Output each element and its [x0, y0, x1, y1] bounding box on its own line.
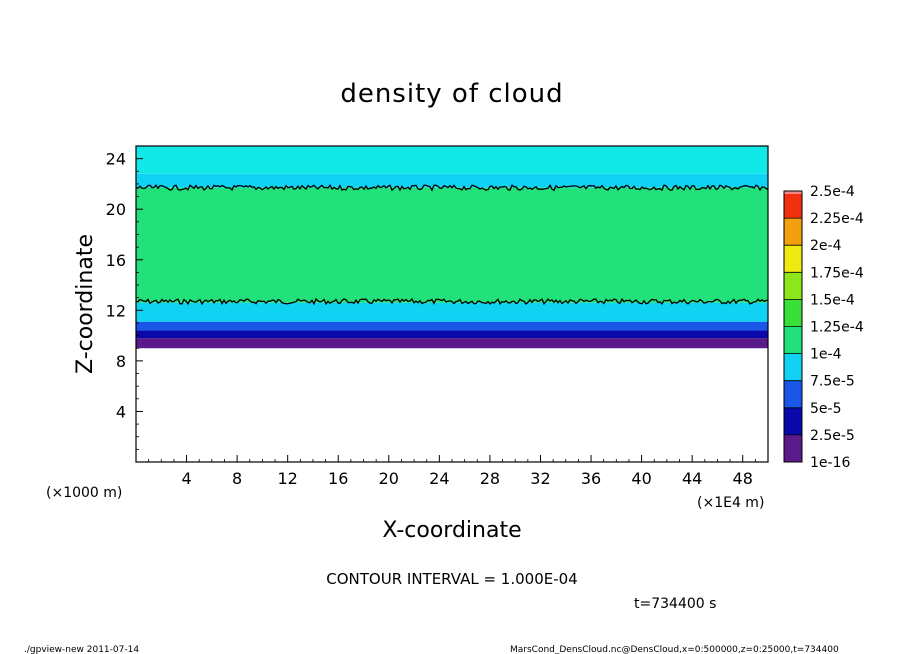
colorbar-swatch: [784, 407, 802, 435]
x-tick-label: 36: [581, 469, 601, 488]
contour-line-0: [135, 297, 769, 306]
colorbar-label: 2.5e-4: [810, 184, 855, 200]
x-tick-label: 16: [328, 469, 348, 488]
y-tick-label: 20: [106, 200, 126, 219]
time-label: t=734400 s: [634, 596, 716, 612]
chart-title: density of cloud: [340, 79, 563, 109]
colorbar-label: 1.5e-4: [810, 292, 855, 308]
colorbar-label: 5e-5: [810, 401, 841, 417]
density-layer-6: [136, 146, 768, 174]
x-tick-label: 48: [733, 469, 753, 488]
y-tick-label: 12: [106, 301, 126, 320]
colorbar-labels: 1e-16 2.5e-5 5e-5 7.5e-5 1e-4 1.25e-4 1.5e-4 1.…: [810, 184, 864, 471]
x-tick-label: 44: [682, 469, 702, 488]
y-axis-label: Z-coordinate: [73, 234, 98, 374]
x-tick-label: 8: [232, 469, 242, 488]
x-tick-label: 4: [181, 469, 191, 488]
density-layer-3: [136, 302, 768, 322]
footer-left: ./gpview-new 2011-07-14: [24, 645, 139, 654]
y-axis-ticks: 4 8 12 16 20 24: [106, 150, 143, 450]
x-unit-label: (×1000 m): [46, 485, 122, 501]
x-tick-label: 40: [631, 469, 651, 488]
colorbar-swatch: [784, 434, 802, 462]
colorbar-swatch: [784, 326, 802, 354]
colorbar-swatch: [784, 353, 802, 381]
contour-line-1: [135, 184, 769, 192]
y-tick-label: 8: [116, 352, 126, 371]
colorbar: [783, 190, 803, 463]
colorbar-swatch: [784, 218, 802, 246]
density-layer-2: [136, 321, 768, 331]
colorbar-swatch: [784, 191, 802, 219]
x-axis-label: X-coordinate: [382, 518, 521, 543]
colorbar-swatch: [784, 380, 802, 408]
density-layer-1: [136, 330, 768, 339]
colorbar-label: 2e-4: [810, 238, 842, 254]
colorbar-swatch: [784, 299, 802, 327]
colorbar-label: 1e-4: [810, 347, 842, 363]
colorbar-label: 2.5e-5: [810, 428, 855, 444]
y-tick-label: 24: [106, 150, 126, 169]
density-layer-5: [136, 173, 768, 188]
density-layer-0: [136, 338, 768, 349]
x-tick-label: 28: [480, 469, 500, 488]
colorbar-swatch: [784, 191, 802, 194]
y-tick-label: 16: [106, 251, 126, 270]
x-tick-label: 20: [379, 469, 399, 488]
colorbar-swatch: [784, 245, 802, 273]
x-tick-label: 24: [429, 469, 449, 488]
density-layer-4: [136, 187, 768, 303]
x-tick-label: 32: [530, 469, 550, 488]
colorbar-label: 2.25e-4: [810, 211, 864, 227]
colorbar-label: 7.5e-5: [810, 374, 855, 390]
colorbar-swatch: [784, 272, 802, 300]
y-tick-label: 4: [116, 402, 126, 421]
x-axis-ticks: 4 8 12 16 20 24 28 32 36 40 44 48: [148, 455, 756, 488]
plot-area: [136, 146, 768, 349]
contour-lines: [135, 184, 769, 306]
colorbar-label: 1e-16: [810, 455, 850, 471]
x-tick-label: 12: [278, 469, 298, 488]
footer-right: MarsCond_DensCloud.nc@DensCloud,x=0:5000…: [510, 645, 839, 654]
contour-interval-text: CONTOUR INTERVAL = 1.000E-04: [326, 570, 577, 588]
colorbar-label: 1.25e-4: [810, 320, 864, 336]
colorbar-label: 1.75e-4: [810, 265, 864, 281]
x-scale-label: (×1E4 m): [697, 495, 764, 511]
